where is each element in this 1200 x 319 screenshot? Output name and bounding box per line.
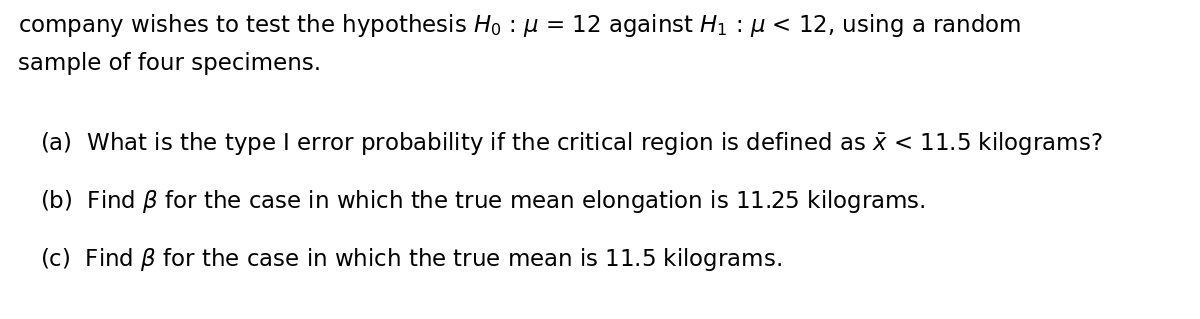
Text: (a)  What is the type I error probability if the critical region is defined as $: (a) What is the type I error probability… [40,130,1103,157]
Text: (c)  Find $\beta$ for the case in which the true mean is 11.5 kilograms.: (c) Find $\beta$ for the case in which t… [40,246,782,273]
Text: sample of four specimens.: sample of four specimens. [18,52,322,75]
Text: company wishes to test the hypothesis $H_0$ : $\mu$ = 12 against $H_1$ : $\mu$ <: company wishes to test the hypothesis $H… [18,12,1021,39]
Text: (b)  Find $\beta$ for the case in which the true mean elongation is 11.25 kilogr: (b) Find $\beta$ for the case in which t… [40,188,925,215]
